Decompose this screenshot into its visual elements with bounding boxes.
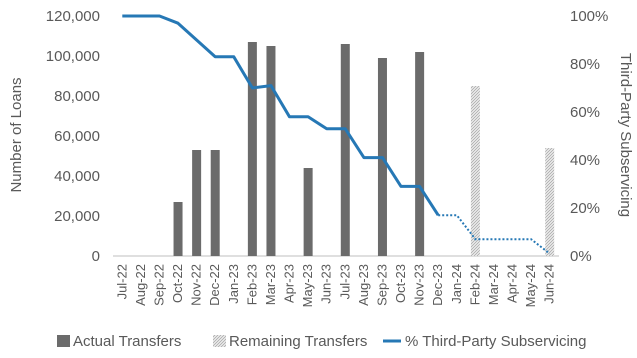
y2-axis-ticks: 0% 20% 40% 60% 80% 100% (570, 8, 608, 265)
x-tick-label: Jun-24 (542, 264, 557, 304)
x-tick-label: May-23 (300, 264, 315, 307)
x-tick-label: Feb-23 (244, 264, 259, 305)
y2-tick-label: 20% (570, 200, 600, 217)
bar-actual-transfers (192, 150, 201, 256)
subservicing-line-actual (122, 16, 438, 215)
legend: Actual Transfers Remaining Transfers % Thi… (57, 333, 586, 350)
y-tick-label: 40,000 (54, 168, 100, 185)
y-tick-label: 120,000 (46, 8, 100, 25)
line-series (122, 16, 549, 254)
legend-label-remaining: Remaining Transfers (229, 333, 367, 350)
x-tick-label: Sep-22 (151, 264, 166, 306)
x-tick-label: Aug-23 (356, 264, 371, 306)
x-tick-label: Sep-23 (374, 264, 389, 306)
y2-tick-label: 100% (570, 8, 608, 25)
y-tick-label: 60,000 (54, 128, 100, 145)
y-axis-ticks: 0 20,000 40,000 60,000 80,000 100,000 120,000 (46, 8, 100, 265)
x-axis-ticks: Jul-22 Aug-22 Sep-22 Oct-22 Nov-22 Dec-22 Jan-… (114, 264, 556, 307)
x-tick-label: Jul-22 (114, 264, 129, 299)
subservicing-line-projected (438, 215, 550, 253)
legend-label-subservicing: % Third-Party Subservicing (405, 333, 586, 350)
y2-tick-label: 40% (570, 152, 600, 169)
y-tick-label: 100,000 (46, 48, 100, 65)
y2-tick-label: 60% (570, 104, 600, 121)
x-tick-label: Mar-24 (486, 264, 501, 305)
bars (174, 42, 555, 256)
y-tick-label: 20,000 (54, 208, 100, 225)
y2-tick-label: 0% (570, 248, 592, 265)
bar-actual-transfers (266, 46, 275, 256)
bar-remaining-transfers (471, 86, 480, 256)
x-tick-label: Mar-23 (263, 264, 278, 305)
x-tick-label: Jul-23 (337, 264, 352, 299)
y-tick-label: 0 (92, 248, 100, 265)
x-tick-label: Nov-23 (412, 264, 427, 306)
bar-actual-transfers (304, 168, 313, 256)
x-tick-label: Jan-23 (226, 264, 241, 304)
x-tick-label: Jun-23 (319, 264, 334, 304)
x-tick-label: Dec-23 (430, 264, 445, 306)
bar-actual-transfers (415, 52, 424, 256)
x-tick-label: Nov-22 (189, 264, 204, 306)
y-axis-label: Number of Loans (8, 77, 25, 192)
y2-tick-label: 80% (570, 56, 600, 73)
x-tick-label: Apr-24 (505, 264, 520, 303)
legend-swatch-remaining (213, 335, 226, 347)
y-tick-label: 80,000 (54, 88, 100, 105)
x-tick-label: Apr-23 (282, 264, 297, 303)
x-tick-label: May-24 (523, 264, 538, 307)
bar-actual-transfers (174, 202, 183, 256)
legend-label-actual: Actual Transfers (73, 333, 181, 350)
bar-actual-transfers (211, 150, 220, 256)
bar-remaining-transfers (545, 148, 554, 256)
x-tick-label: Dec-22 (207, 264, 222, 306)
bar-actual-transfers (341, 44, 350, 256)
bar-actual-transfers (248, 42, 257, 256)
x-tick-label: Aug-22 (133, 264, 148, 306)
y2-axis-label: Third-Party Subservicing (617, 53, 634, 217)
legend-swatch-actual (57, 335, 70, 347)
x-tick-label: Feb-24 (467, 264, 482, 305)
x-tick-label: Jan-24 (449, 264, 464, 304)
x-tick-label: Oct-22 (170, 264, 185, 303)
x-tick-label: Oct-23 (393, 264, 408, 303)
